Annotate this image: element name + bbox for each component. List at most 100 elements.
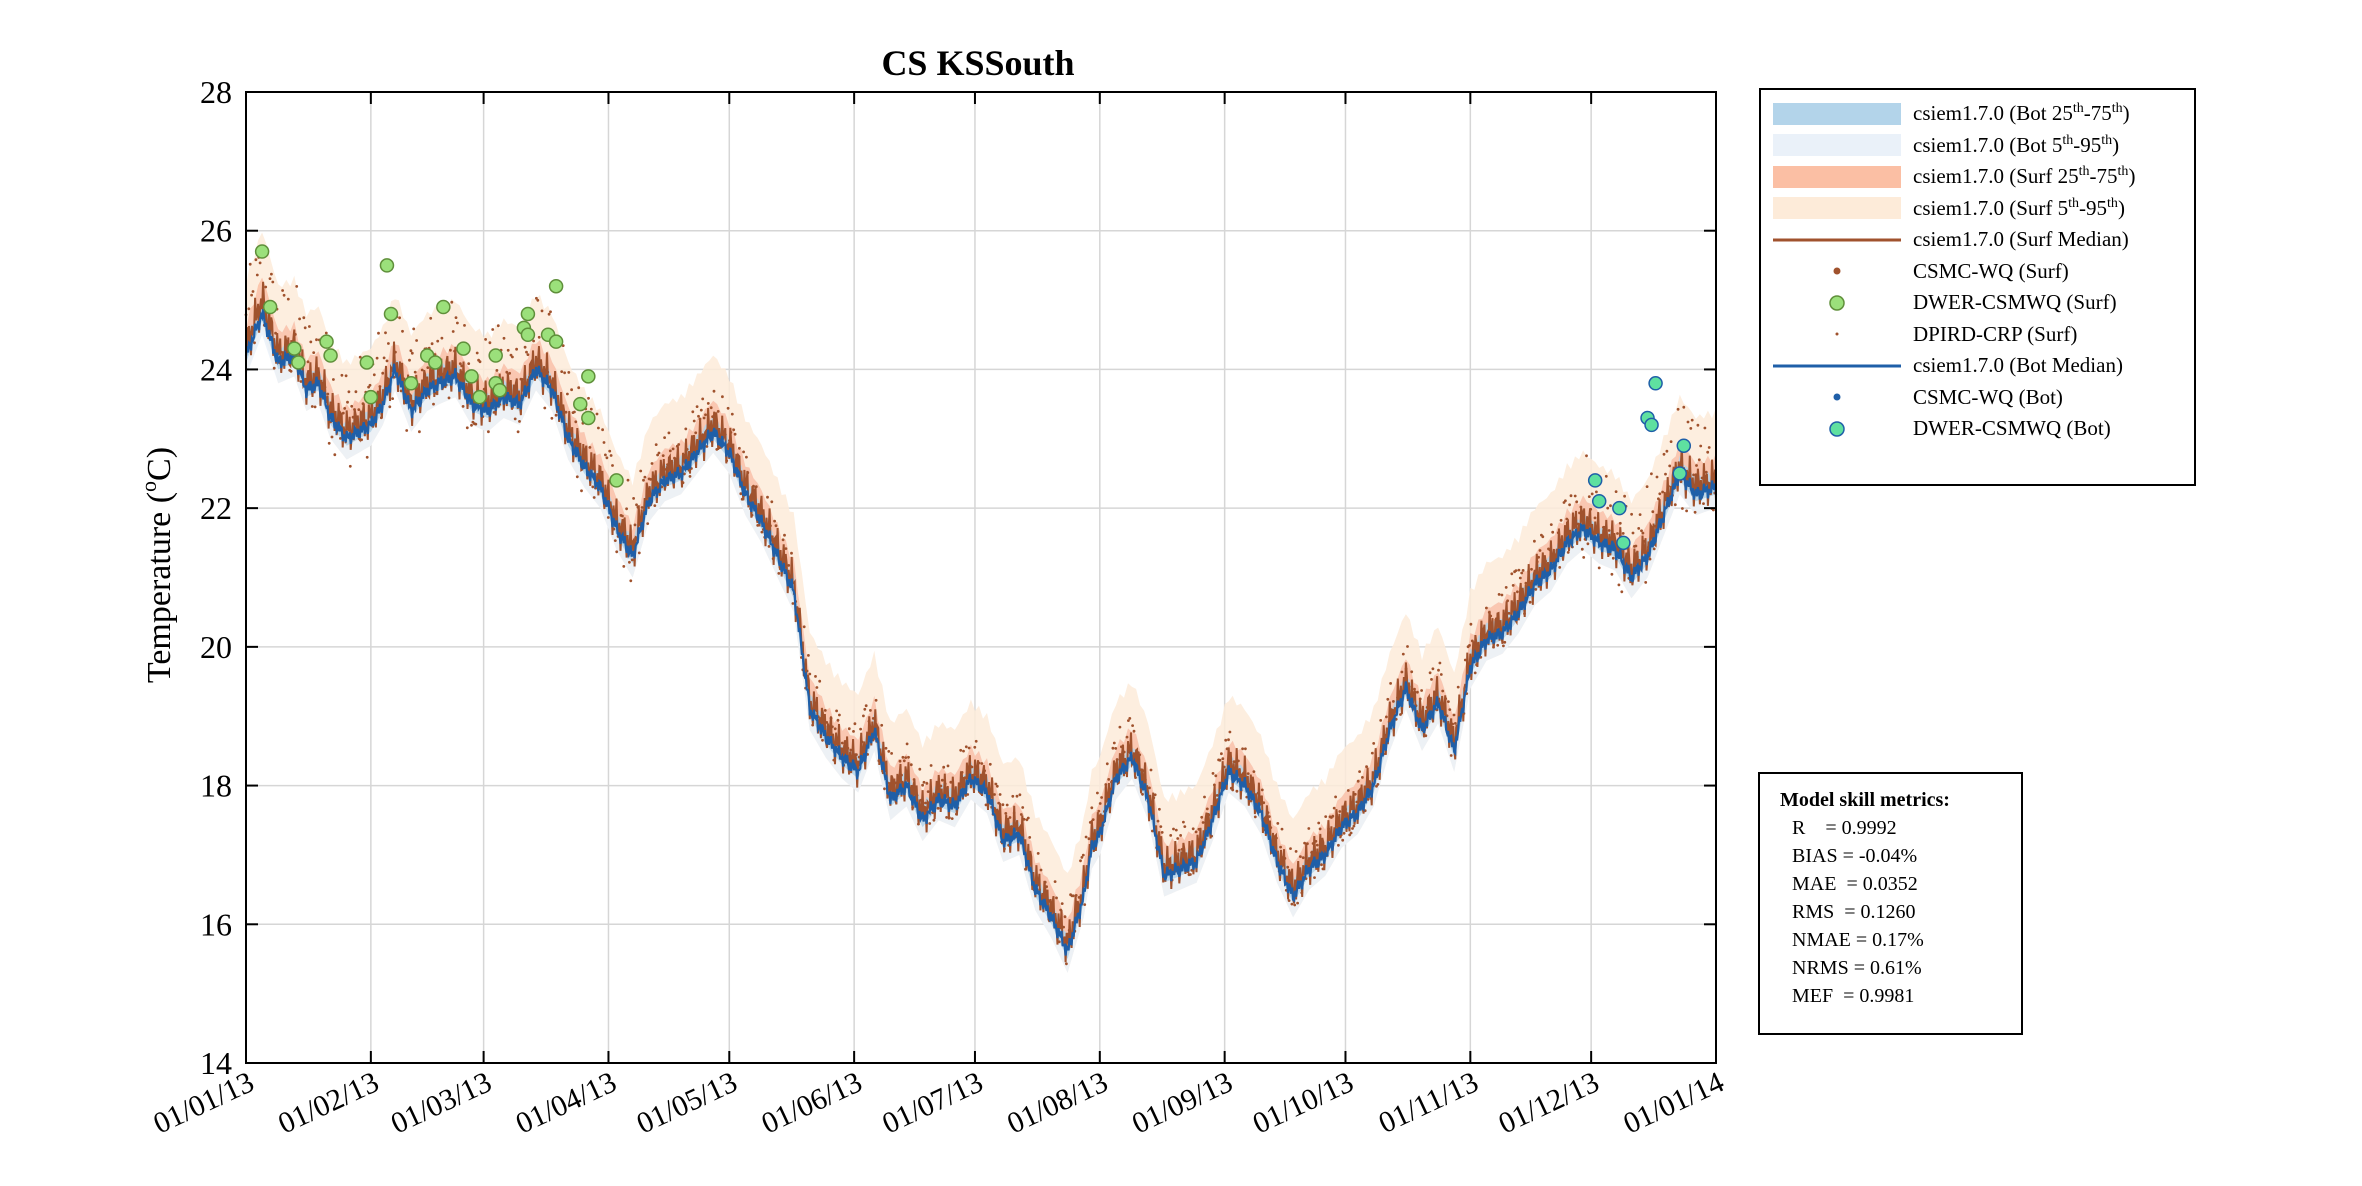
legend-label-part: CSMC-WQ (Bot) xyxy=(1913,384,2063,409)
csmc-surf-point xyxy=(808,672,812,676)
csmc-surf-point xyxy=(1018,793,1022,797)
csmc-surf-point xyxy=(995,784,999,788)
csmc-surf-point xyxy=(1182,820,1185,824)
dwer-surf-point xyxy=(573,396,588,412)
dwer-surf-point xyxy=(492,382,507,398)
csmc-surf-point xyxy=(1276,822,1280,825)
csmc-surf-point xyxy=(945,816,948,819)
csmc-surf-point xyxy=(1235,789,1239,793)
csmc-surf-point xyxy=(697,414,700,418)
csmc-surf-point xyxy=(1448,708,1452,711)
csmc-surf-point xyxy=(1128,717,1132,720)
csmc-surf-point xyxy=(1112,741,1116,745)
csmc-surf-point xyxy=(1500,593,1504,597)
csmc-surf-point xyxy=(1260,788,1264,792)
csmc-surf-point xyxy=(1651,510,1655,514)
csmc-surf-point xyxy=(1485,606,1488,610)
csmc-surf-point xyxy=(1638,513,1642,516)
csmc-surf-point xyxy=(1454,722,1457,725)
csmc-surf-point xyxy=(784,547,788,550)
y-tick-label: 22 xyxy=(200,490,232,526)
legend-dot-swatch xyxy=(1833,267,1841,275)
y-tick-label: 14 xyxy=(200,1045,232,1081)
csmc-surf-point xyxy=(1518,576,1522,580)
csmc-surf-point xyxy=(1573,494,1577,498)
csmc-surf-point xyxy=(932,818,936,822)
csmc-surf-point xyxy=(1618,521,1622,525)
csmc-surf-point xyxy=(1611,556,1615,560)
legend-band-swatch xyxy=(1773,134,1901,157)
csmc-surf-point xyxy=(1153,793,1157,797)
csmc-surf-point xyxy=(1315,843,1319,847)
csmc-surf-point xyxy=(1610,572,1614,576)
csmc-surf-point xyxy=(577,386,581,390)
csmc-surf-point xyxy=(1205,807,1209,811)
csmc-surf-point xyxy=(1439,673,1443,676)
csmc-surf-point xyxy=(928,822,932,825)
csmc-surf-point xyxy=(1351,827,1354,830)
csmc-surf-point xyxy=(1668,464,1672,468)
csmc-surf-point xyxy=(811,723,815,727)
dwer-bot-point xyxy=(1616,535,1631,551)
csmc-surf-point xyxy=(635,503,638,507)
x-tick-label: 01/01/14 xyxy=(1618,1065,1729,1140)
csmc-surf-point xyxy=(1682,405,1686,409)
csmc-surf-point xyxy=(1697,458,1701,462)
dwer-surf-point xyxy=(520,327,536,342)
csmc-surf-point xyxy=(1597,566,1601,570)
csmc-surf-point xyxy=(554,413,558,417)
csmc-surf-point xyxy=(950,817,954,820)
csmc-surf-point xyxy=(777,572,781,575)
csmc-surf-point xyxy=(1595,490,1598,494)
csmc-surf-point xyxy=(1341,838,1345,842)
legend-item: csiem1.7.0 (Bot Median) xyxy=(1761,350,2194,382)
legend-label-part: csiem1.7.0 (Surf Median) xyxy=(1913,227,2129,252)
csmc-surf-point xyxy=(833,727,837,731)
csmc-surf-point xyxy=(1370,751,1374,755)
csmc-surf-point xyxy=(574,420,578,424)
csmc-surf-point xyxy=(1008,816,1012,819)
csmc-surf-point xyxy=(615,550,619,554)
csmc-surf-point xyxy=(815,686,819,689)
csmc-surf-point xyxy=(1669,440,1673,443)
csmc-surf-point xyxy=(874,698,878,702)
legend-label-part: csiem1.7.0 (Bot 25 xyxy=(1913,101,2073,126)
csmc-surf-point xyxy=(270,272,273,276)
csmc-surf-point xyxy=(730,412,734,416)
csmc-surf-point xyxy=(1614,490,1618,493)
csmc-surf-point xyxy=(1156,819,1160,823)
csmc-surf-point xyxy=(1337,843,1340,847)
csmc-surf-point xyxy=(1693,510,1697,514)
csmc-surf-point xyxy=(604,453,607,457)
csmc-surf-point xyxy=(1530,567,1533,571)
csmc-surf-point xyxy=(949,780,953,784)
csmc-surf-point xyxy=(1507,611,1511,615)
csmc-surf-point xyxy=(629,579,633,583)
csmc-surf-point xyxy=(1410,670,1414,674)
csmc-surf-point xyxy=(478,360,482,364)
legend-label-part: csiem1.7.0 (Surf 25 xyxy=(1913,164,2079,189)
csmc-surf-point xyxy=(1658,492,1662,496)
csmc-surf-point xyxy=(346,400,349,404)
csmc-surf-point xyxy=(592,496,596,499)
csmc-surf-point xyxy=(272,366,276,370)
csmc-surf-point xyxy=(523,345,527,349)
csmc-surf-point xyxy=(1447,700,1450,703)
csmc-surf-point xyxy=(391,397,394,400)
csmc-surf-point xyxy=(432,402,435,406)
csmc-surf-point xyxy=(309,340,313,344)
csmc-surf-point xyxy=(1566,551,1570,554)
csmc-surf-point xyxy=(869,709,872,712)
csmc-surf-point xyxy=(1468,644,1471,647)
csmc-surf-point xyxy=(511,355,514,359)
csmc-surf-point xyxy=(1655,475,1659,479)
csmc-surf-point xyxy=(609,454,613,457)
csmc-surf-point xyxy=(429,316,433,320)
csmc-surf-point xyxy=(401,329,404,333)
dwer-bot-point xyxy=(1587,473,1603,488)
chart-title: CS KSSouth xyxy=(881,43,1074,83)
dwer-surf-point xyxy=(548,334,564,349)
csmc-surf-point xyxy=(333,453,337,457)
csmc-surf-point xyxy=(1080,856,1084,859)
csmc-surf-point xyxy=(1318,827,1322,831)
